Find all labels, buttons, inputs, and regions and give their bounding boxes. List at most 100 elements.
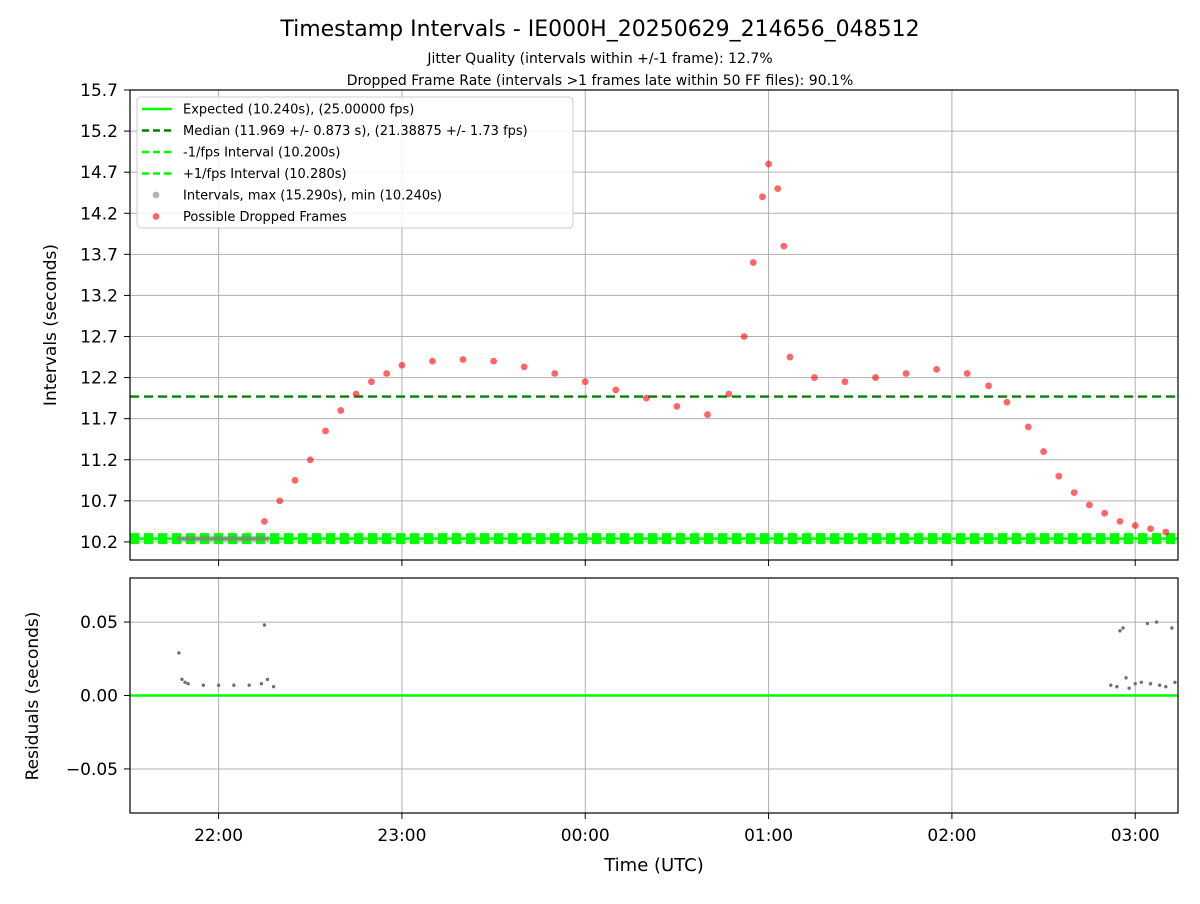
dropped-frame-point [1040,448,1047,455]
dropped-frame-point [581,378,589,386]
legend-label: Intervals, max (15.290s), min (10.240s) [183,189,442,204]
residual-point [1124,676,1128,680]
residual-point [1173,680,1177,684]
x-tick-label: 02:00 [927,826,976,846]
dropped-frame-point [963,370,971,377]
top-y-axis-label: Intervals (seconds) [41,244,61,406]
dropped-frame-point [740,333,748,340]
residual-point [1139,680,1144,684]
residual-point [183,680,187,684]
dropped-frame-point [673,402,681,410]
dropped-frame-point [1116,517,1124,525]
legend-marker [152,213,160,220]
legend: Expected (10.240s), (25.00000 fps) Median… [136,96,574,229]
top-y-tick-label: 10.7 [80,492,118,512]
dropped-frame-point [841,378,849,386]
residual-point [1170,626,1174,630]
legend-label: Median (11.969 +/- 0.873 s), (21.38875 +… [183,124,528,139]
top-y-tick-label: 12.7 [80,328,118,348]
x-tick-label: 03:00 [1111,826,1160,846]
top-y-ticks: 10.2 10.7 11.2 11.7 12.2 12.7 13.2 13.7 14.2 14.7… [80,81,130,553]
bottom-scatter-points [177,620,1177,690]
legend-label: Possible Dropped Frames [183,210,347,225]
top-scatter-points [176,160,1170,542]
x-tick-label: 22:00 [194,826,243,846]
residual-point [1145,621,1150,626]
top-y-tick-label: 15.2 [80,122,118,142]
dropped-frame-point [520,363,528,371]
dropped-frame-point [811,374,818,381]
x-ticks: 22:00 23:00 00:00 01:00 02:00 03:00 [194,560,1160,846]
dropped-frame-point [352,390,360,398]
top-y-tick-label: 15.7 [80,81,118,101]
residual-point [1121,626,1125,630]
dropped-frame-point [306,456,314,464]
dropped-frame-point [1070,489,1078,497]
top-y-tick-label: 10.2 [80,533,118,553]
residual-point [201,683,206,687]
dropped-frame-point [933,365,941,373]
bottom-y-tick-label: −0.05 [66,760,118,780]
residual-point [180,677,184,682]
legend-label: +1/fps Interval (10.280s) [183,167,347,182]
dropped-frame-point [291,476,299,484]
residual-point [271,684,276,689]
residual-point [1148,682,1153,686]
dropped-frame-point [276,497,284,505]
dropped-frame-point [429,357,436,365]
residual-point [1109,683,1113,687]
dropped-frame-point [1131,522,1139,529]
dropped-frame-point [322,427,329,435]
bottom-y-axis-label: Residuals (seconds) [23,612,43,781]
chart-subtitle-jitter: Jitter Quality (intervals within +/-1 fr… [426,51,772,67]
dropped-frame-point [1003,398,1011,406]
residual-point [247,683,251,687]
dropped-frame-point [774,185,782,193]
bottom-y-tick-label: 0.00 [80,687,118,707]
residual-point [1127,686,1131,690]
x-tick-label: 23:00 [377,826,426,846]
residual-point [1115,684,1119,689]
top-y-tick-label: 13.7 [80,245,118,265]
dropped-frame-point [786,353,794,361]
dropped-frame-point [1101,509,1109,517]
top-y-tick-label: 14.7 [80,163,118,183]
dropped-frame-point [261,517,268,525]
dropped-frame-point [642,394,650,402]
dropped-frame-point [704,411,711,418]
residual-point [1157,683,1162,687]
residual-point [265,677,270,682]
dropped-frame-point [551,370,559,377]
dropped-frame-point [1162,528,1170,536]
dropped-frame-point [725,390,733,398]
x-tick-label: 00:00 [561,826,610,846]
dropped-frame-point [1085,501,1093,509]
dropped-frame-point [765,160,772,168]
residual-point [262,623,267,627]
dropped-frame-point [1055,472,1063,480]
residual-point [1133,682,1137,686]
legend-marker [152,191,160,199]
dropped-frame-point [1147,525,1154,533]
x-tick-label: 01:00 [744,826,793,846]
top-y-tick-label: 11.7 [80,410,118,430]
legend-box [136,96,574,229]
residual-point [186,682,190,686]
residual-point [259,682,264,686]
dropped-frame-point [459,356,467,363]
residual-point [177,651,181,655]
top-y-tick-label: 13.2 [80,286,118,306]
top-reference-lines [130,395,1178,545]
bottom-y-ticks: −0.05 0.00 0.05 [66,613,130,780]
dropped-frame-point [337,407,345,414]
dropped-frame-point [490,357,497,365]
top-y-tick-label: 14.2 [80,204,118,224]
residual-point [1118,629,1122,633]
residual-point [1164,684,1168,689]
interval-point [264,536,271,542]
bottom-y-tick-label: 0.05 [80,613,118,633]
dropped-frame-point [1024,423,1032,431]
x-axis-label: Time (UTC) [603,855,704,876]
